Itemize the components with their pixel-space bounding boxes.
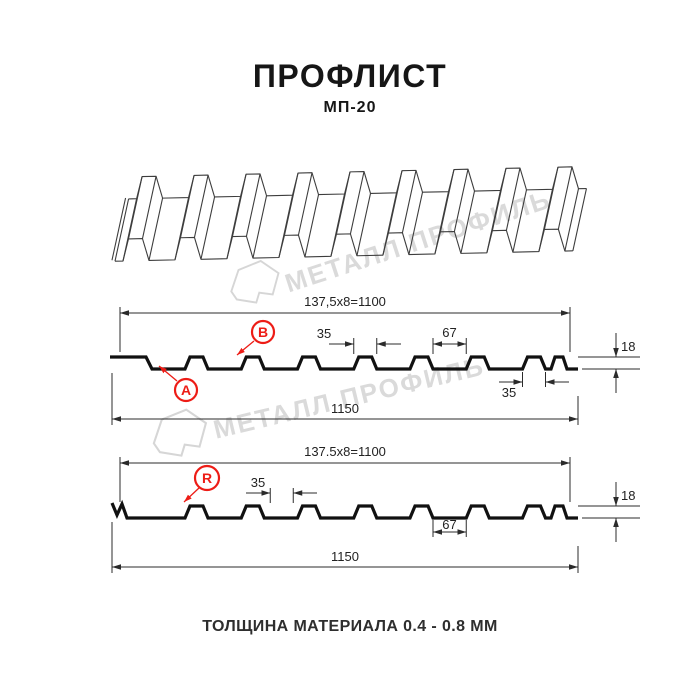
dim-total-top: 1150: [331, 401, 359, 416]
dim-valley-top: 67: [442, 325, 456, 340]
callout-b-circle: [250, 319, 276, 345]
dim-height-bottom: 18: [621, 488, 635, 503]
dim-valley-bottom: 67: [442, 517, 456, 532]
dim-height-top: 18: [621, 339, 635, 354]
dim-rib-top: 35: [317, 326, 331, 341]
dim-overlap-rib-top: 35: [502, 385, 516, 400]
material-thickness-caption: ТОЛЩИНА МАТЕРИАЛА 0.4 - 0.8 ММ: [202, 618, 498, 635]
dim-span-top: 137,5x8=1100: [304, 294, 386, 309]
callout-a-circle: [173, 377, 199, 403]
cross-section-bottom: 137.5x8=1100 35 67 18 1150: [110, 444, 640, 573]
callout-r-circle: [193, 464, 221, 492]
callout-r: R: [202, 470, 212, 486]
dim-rib-bottom: 35: [251, 475, 265, 490]
product-code: МП-20: [323, 99, 377, 116]
dim-total-bottom: 1150: [331, 549, 359, 564]
dim-span-bottom: 137.5x8=1100: [304, 444, 386, 459]
cross-section-top: 137,5x8=1100 35 67 18 35: [110, 294, 640, 425]
page-title: ПРОФЛИСТ: [252, 58, 448, 94]
sheet-3d-view: [111, 166, 587, 262]
callout-a: A: [181, 382, 191, 398]
callout-b: B: [258, 324, 268, 340]
metal-profil-logo-icon: [230, 259, 280, 304]
